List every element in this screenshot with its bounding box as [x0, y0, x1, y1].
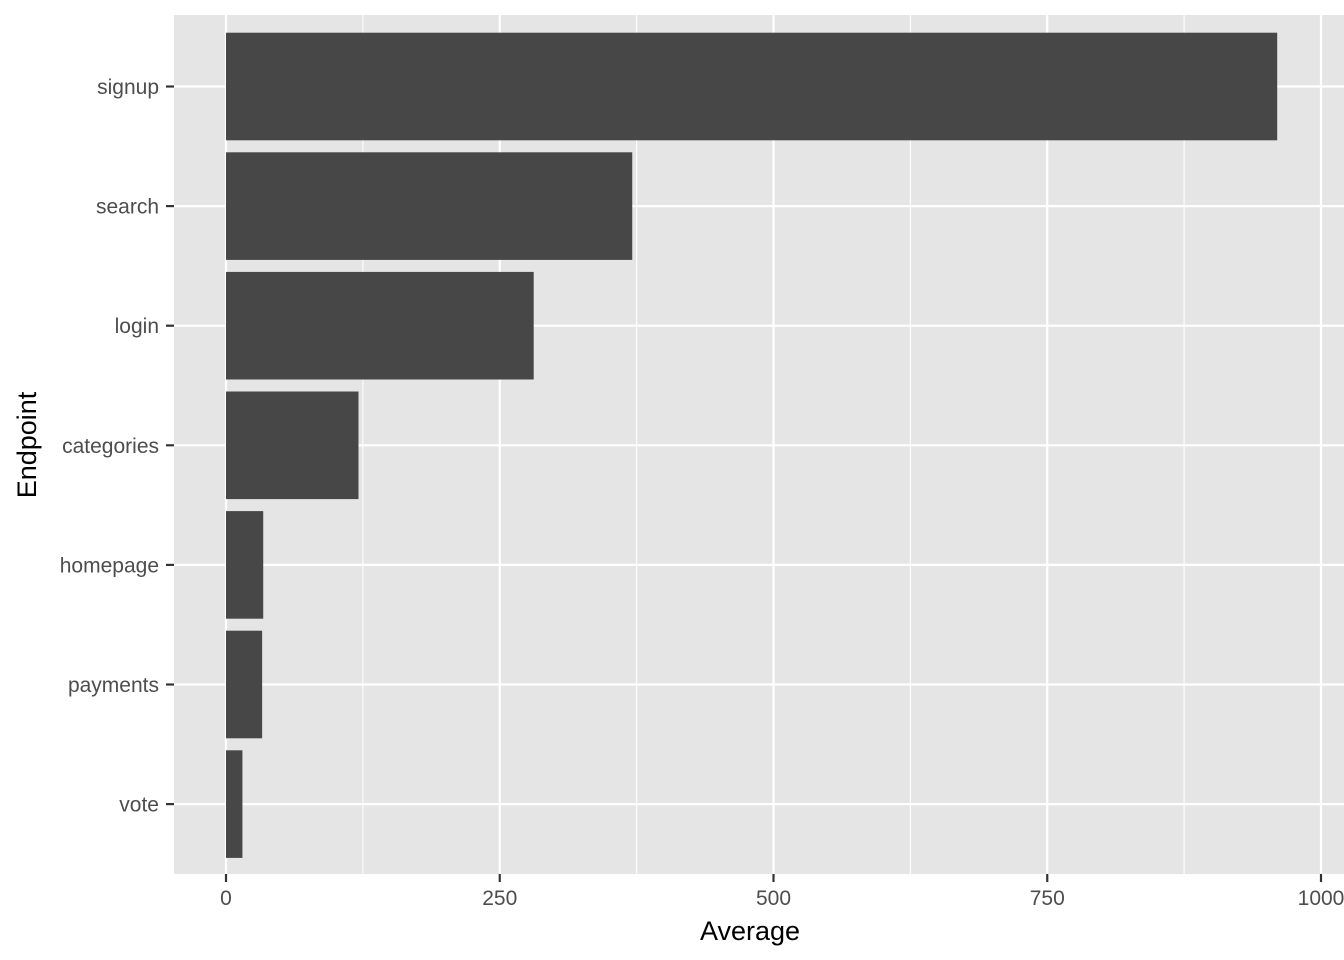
x-axis: 0 250 500 750 1000 [220, 874, 1344, 910]
y-axis: signup search login categories homepage payme… [60, 76, 174, 817]
bar-homepage [226, 511, 264, 619]
bars [226, 32, 1278, 858]
x-tick-label: 500 [756, 887, 791, 910]
y-axis-title: Endpoint [12, 391, 42, 498]
bar-payments [226, 630, 263, 739]
x-tick-label: 0 [220, 887, 232, 910]
bar-vote [226, 750, 243, 858]
bar-search [226, 152, 633, 260]
x-axis-title: Average [700, 916, 800, 946]
x-tick-label: 1000 [1298, 887, 1344, 910]
y-tick-label-search: search [96, 196, 159, 219]
x-tick-label: 750 [1030, 887, 1065, 910]
x-tick-label: 250 [482, 887, 517, 910]
y-tick-label-categories: categories [62, 435, 159, 458]
y-tick-label-signup: signup [97, 76, 159, 99]
y-tick-label-homepage: homepage [60, 554, 159, 577]
bar-categories [226, 391, 359, 500]
bar-signup [226, 32, 1278, 141]
y-tick-label-login: login [115, 315, 159, 338]
y-tick-label-payments: payments [68, 674, 159, 697]
bar-login [226, 271, 534, 380]
y-tick-label-vote: vote [119, 794, 159, 817]
